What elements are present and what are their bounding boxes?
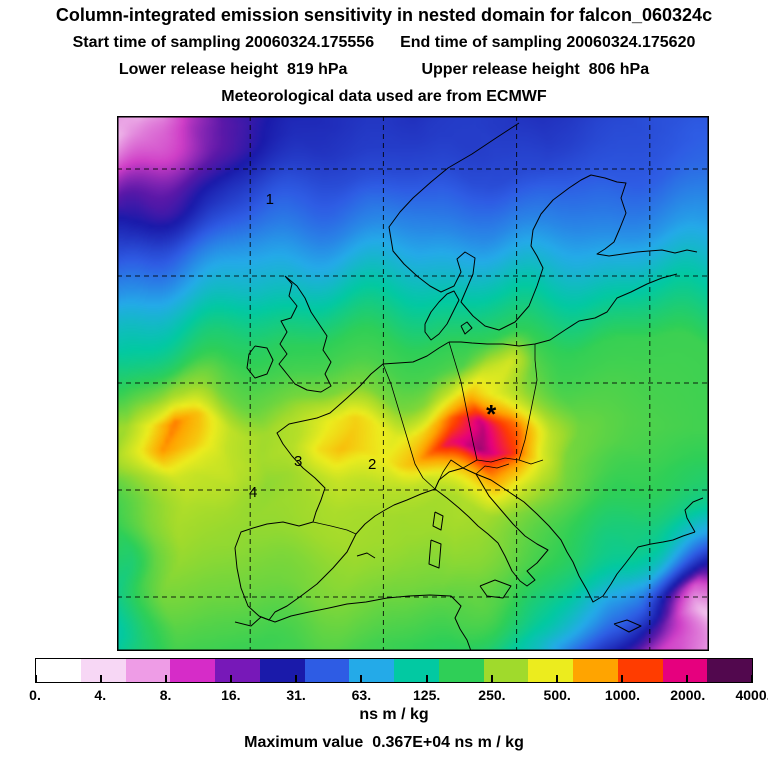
country-border <box>475 463 510 475</box>
colorbar-tick-mark <box>230 675 233 682</box>
colorbar-segment <box>36 659 81 682</box>
colorbar-tick-label: 125. <box>413 687 441 703</box>
end-time-text: End time of sampling 20060324.175620 <box>400 34 696 51</box>
country-border <box>448 341 478 461</box>
colorbar-tick-mark <box>751 675 753 682</box>
coastline <box>432 511 444 531</box>
colorbar-tick-label: 2000. <box>670 687 706 703</box>
trajectory-point-label: 4 <box>249 484 257 501</box>
colorbar-segment <box>170 659 215 682</box>
colorbar-segment <box>80 659 126 682</box>
colorbar-tick-label: 500. <box>543 687 571 703</box>
colorbar-tick-label: 16. <box>221 687 241 703</box>
colorbar-tick-mark <box>685 675 688 682</box>
colorbar-segment <box>259 659 305 682</box>
coastline <box>479 579 512 599</box>
country-border <box>462 457 544 469</box>
colorbar-tick-mark <box>490 675 493 682</box>
colorbar <box>35 658 753 683</box>
release-height-line: Lower release height 819 hPa Upper relea… <box>0 61 768 79</box>
colorbar-segment <box>125 659 171 682</box>
colorbar-tick-mark <box>100 675 103 682</box>
start-time-text: Start time of sampling 20060324.175556 <box>72 34 375 51</box>
sampling-time-line: Start time of sampling 20060324.175556 E… <box>0 34 768 52</box>
colorbar-segment <box>483 659 529 682</box>
coastline <box>475 473 696 603</box>
coastline <box>434 467 549 587</box>
coastline <box>234 594 472 651</box>
coastline <box>356 552 376 559</box>
coastline <box>613 619 642 633</box>
colorbar-tick-mark <box>620 675 623 682</box>
colorbar-tick-label: 8. <box>159 687 172 703</box>
coastline <box>278 275 332 393</box>
coastline <box>388 122 698 331</box>
colorbar-tick-label: 4000. <box>735 687 768 703</box>
colorbar-segment <box>528 659 573 682</box>
colorbar-tick-labels: 0. 4. 8. 16. 31. 63. 125. 250. 500. 1000. 2000. 400… <box>29 687 768 704</box>
colorbar-tick-label: 1000. <box>604 687 640 703</box>
colorbar-unit-label: ns m / kg <box>359 706 429 723</box>
country-border <box>382 363 436 490</box>
colorbar-segment <box>438 659 484 682</box>
country-border <box>434 459 464 490</box>
max-value-line: Maximum value 0.367E+04 ns m / kg <box>244 734 524 751</box>
sensitivity-map: 1 3 2 4 * <box>117 116 709 651</box>
colorbar-segment <box>215 659 260 682</box>
colorbar-tick-mark <box>35 675 37 682</box>
met-data-text: Meteorological data used are from ECMWF <box>221 88 547 105</box>
colorbar-segment <box>394 659 439 682</box>
colorbar-tick-label: 63. <box>351 687 372 703</box>
met-data-line: Meteorological data used are from ECMWF <box>0 88 768 106</box>
coastline <box>449 273 678 347</box>
coastline <box>684 497 704 533</box>
upper-release-text: Upper release height 806 hPa <box>421 61 650 78</box>
coastline <box>424 290 460 341</box>
country-border <box>518 344 538 461</box>
sensitivity-field-canvas <box>117 116 709 651</box>
colorbar-segment <box>617 659 663 682</box>
colorbar-tick-label: 250. <box>478 687 506 703</box>
lower-release-text: Lower release height 819 hPa <box>118 61 348 78</box>
colorbar-segment <box>707 659 752 682</box>
colorbar-tick-mark <box>295 675 298 682</box>
coastline <box>234 341 450 621</box>
colorbar-tick-mark <box>165 675 168 682</box>
trajectory-point-label: 3 <box>294 453 302 470</box>
coastline <box>246 345 274 379</box>
colorbar-tick-label: 4. <box>94 687 107 703</box>
colorbar-tick-mark <box>360 675 363 682</box>
coastline <box>460 321 473 335</box>
colorbar-tick-label: 31. <box>286 687 306 703</box>
map-overlay: 1 3 2 4 * <box>117 116 709 651</box>
colorbar-segment <box>349 659 394 682</box>
colorbar-segment <box>662 659 708 682</box>
colorbar-segment <box>573 659 618 682</box>
plot-title: Column-integrated emission sensitivity i… <box>55 5 713 25</box>
colorbar-tick-label: 0. <box>29 687 41 703</box>
colorbar-segment <box>304 659 350 682</box>
release-point-marker: * <box>486 399 497 429</box>
colorbar-tick-mark <box>425 675 428 682</box>
trajectory-point-label: 2 <box>368 456 376 473</box>
country-border <box>312 521 357 535</box>
colorbar-tick-mark <box>555 675 558 682</box>
map-frame <box>117 116 709 651</box>
coastline <box>428 539 442 569</box>
trajectory-point-label: 1 <box>266 191 274 208</box>
